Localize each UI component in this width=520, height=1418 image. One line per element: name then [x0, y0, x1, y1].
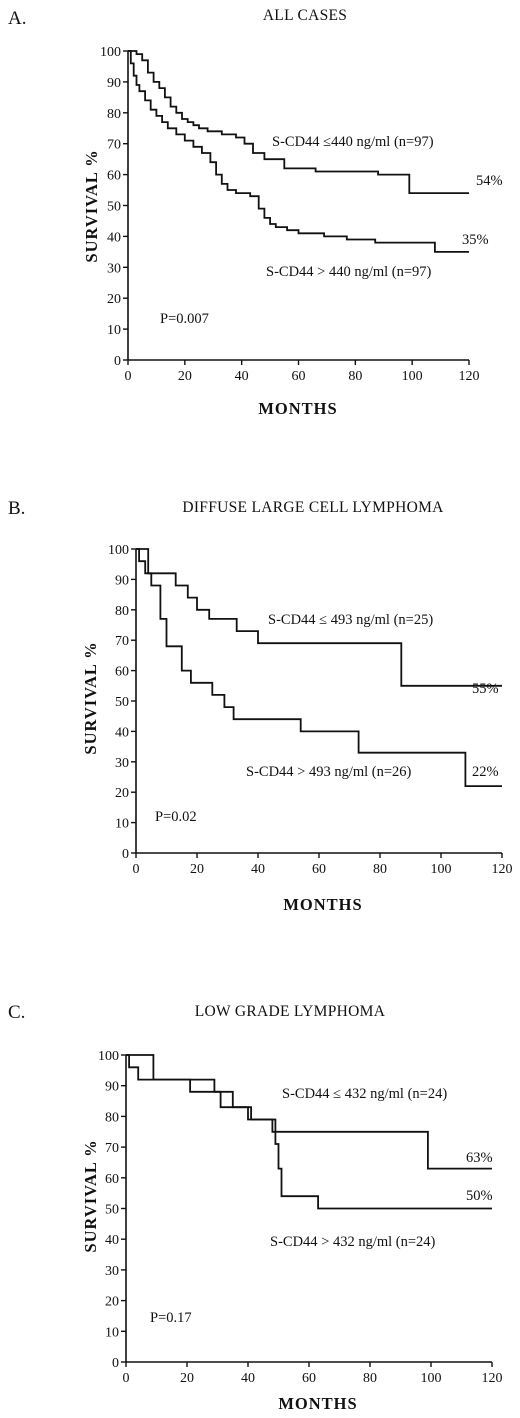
- x-tick-label: 20: [180, 1371, 194, 1386]
- y-tick-label: 70: [107, 138, 121, 153]
- x-tick-label: 60: [292, 369, 306, 384]
- curves: [126, 1054, 492, 1210]
- lower-end-label: 22%: [472, 764, 499, 780]
- axes: 0 10 20 30 40 50 60 70 80 90 100 0 20 40 60 80 100 120: [98, 1049, 503, 1386]
- upper-curve-label: S-CD44 ≤ 432 ng/ml (n=24): [282, 1086, 447, 1102]
- chart-title: ALL CASES: [263, 7, 347, 24]
- y-tick-label: 70: [105, 1141, 119, 1156]
- y-tick-label: 80: [105, 1110, 119, 1125]
- x-tick-label: 0: [125, 369, 132, 384]
- y-tick-label: 0: [114, 354, 121, 369]
- lower-end-label: 50%: [466, 1188, 493, 1204]
- survival-curve-high-cd44: [136, 548, 502, 787]
- lower-curve-label: S-CD44 > 493 ng/ml (n=26): [246, 764, 412, 780]
- y-tick-label: 20: [105, 1295, 119, 1310]
- x-tick-label: 80: [373, 862, 387, 877]
- upper-curve-label: S-CD44 ≤440 ng/ml (n=97): [272, 134, 434, 150]
- y-tick-label: 90: [115, 573, 129, 588]
- survival-curve-low-cd44: [128, 50, 469, 194]
- p-value: P=0.02: [155, 809, 197, 825]
- y-axis-label: SURVIVAL %: [81, 1139, 100, 1252]
- y-tick-label: 30: [105, 1264, 119, 1279]
- survival-curve-high-cd44: [126, 1054, 492, 1210]
- y-tick-label: 80: [115, 604, 129, 619]
- x-tick-label: 60: [302, 1371, 316, 1386]
- y-tick-label: 80: [107, 107, 121, 122]
- survival-curve-low-cd44: [136, 548, 502, 687]
- axes: 0 10 20 30 40 50 60 70 80 90 100 0 20 40 60 80 100 120: [100, 45, 480, 384]
- survival-curve-low-cd44: [126, 1054, 492, 1170]
- x-axis-label: MONTHS: [278, 1394, 357, 1413]
- x-tick-label: 100: [402, 369, 423, 384]
- x-tick-label: 100: [421, 1371, 442, 1386]
- curves: [136, 548, 502, 787]
- panel-c: C. LOW GRADE LYMPHOMA MONTHS SURVIVAL % …: [8, 1002, 503, 1413]
- x-tick-label: 80: [348, 369, 362, 384]
- panel-letter: C.: [8, 1002, 25, 1023]
- x-tick-label: 100: [431, 862, 452, 877]
- y-tick-label: 100: [98, 1049, 119, 1064]
- upper-curve-label: S-CD44 ≤ 493 ng/ml (n=25): [268, 612, 433, 628]
- upper-end-label: 55%: [472, 681, 499, 697]
- y-tick-label: 30: [107, 261, 121, 276]
- p-value: P=0.007: [160, 311, 209, 327]
- y-tick-label: 100: [100, 45, 121, 60]
- y-tick-label: 90: [107, 76, 121, 91]
- x-tick-label: 20: [190, 862, 204, 877]
- x-tick-label: 40: [235, 369, 249, 384]
- y-tick-label: 20: [115, 786, 129, 801]
- curves: [128, 50, 469, 253]
- y-axis-label: SURVIVAL %: [81, 641, 100, 754]
- y-tick-label: 60: [107, 169, 121, 184]
- y-axis-label: SURVIVAL %: [82, 149, 101, 262]
- x-axis-label: MONTHS: [258, 399, 337, 418]
- y-tick-label: 100: [108, 543, 129, 558]
- y-tick-label: 40: [105, 1233, 119, 1248]
- y-tick-label: 70: [115, 634, 129, 649]
- y-tick-label: 40: [115, 725, 129, 740]
- x-tick-label: 80: [363, 1371, 377, 1386]
- x-tick-label: 40: [251, 862, 265, 877]
- panel-letter: A.: [8, 8, 26, 29]
- panel-a: A. ALL CASES MONTHS SURVIVAL % S-CD44 ≤4…: [8, 7, 503, 418]
- upper-end-label: 63%: [466, 1150, 493, 1166]
- y-tick-label: 50: [105, 1203, 119, 1218]
- y-tick-label: 60: [105, 1172, 119, 1187]
- survival-curve-high-cd44: [128, 50, 469, 253]
- chart-title: DIFFUSE LARGE CELL LYMPHOMA: [182, 499, 444, 516]
- y-tick-label: 60: [115, 665, 129, 680]
- x-tick-label: 0: [123, 1371, 130, 1386]
- axes: 0 10 20 30 40 50 60 70 80 90 100 0 20 40 60 80 100 120: [108, 543, 513, 877]
- upper-end-label: 54%: [476, 173, 503, 189]
- y-tick-label: 50: [115, 695, 129, 710]
- y-tick-label: 0: [112, 1356, 119, 1371]
- x-tick-label: 60: [312, 862, 326, 877]
- lower-curve-label: S-CD44 > 440 ng/ml (n=97): [266, 264, 432, 280]
- y-tick-label: 40: [107, 230, 121, 245]
- x-tick-label: 0: [133, 862, 140, 877]
- y-tick-label: 90: [105, 1080, 119, 1095]
- y-tick-label: 10: [115, 817, 129, 832]
- lower-end-label: 35%: [462, 232, 489, 248]
- y-tick-label: 50: [107, 200, 121, 215]
- y-tick-label: 10: [105, 1325, 119, 1340]
- x-tick-label: 120: [459, 369, 480, 384]
- x-tick-label: 120: [482, 1371, 503, 1386]
- x-axis-label: MONTHS: [283, 895, 362, 914]
- x-tick-label: 20: [178, 369, 192, 384]
- p-value: P=0.17: [150, 1310, 192, 1326]
- y-tick-label: 10: [107, 323, 121, 338]
- y-tick-label: 0: [122, 847, 129, 862]
- chart-title: LOW GRADE LYMPHOMA: [195, 1003, 386, 1020]
- panel-b: B. DIFFUSE LARGE CELL LYMPHOMA MONTHS SU…: [8, 498, 513, 914]
- y-tick-label: 30: [115, 756, 129, 771]
- y-tick-label: 20: [107, 292, 121, 307]
- panel-letter: B.: [8, 498, 25, 519]
- lower-curve-label: S-CD44 > 432 ng/ml (n=24): [270, 1234, 436, 1250]
- x-tick-label: 120: [492, 862, 513, 877]
- x-tick-label: 40: [241, 1371, 255, 1386]
